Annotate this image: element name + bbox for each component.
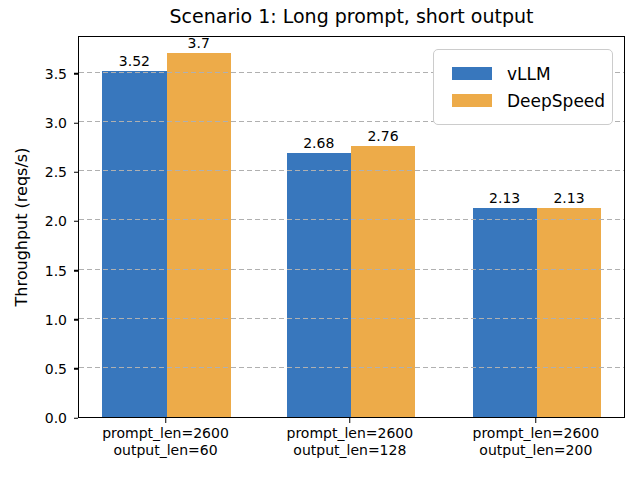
gridline [79,318,624,319]
legend: vLLM DeepSpeed [433,49,613,125]
gridline [79,367,624,368]
x-tick-label: prompt_len=2600output_len=200 [473,425,600,459]
y-tick-mark [74,221,78,223]
y-tick-label: 3.5 [45,66,67,82]
x-tick-label-line: output_len=60 [102,442,229,459]
bar-value-label: 2.68 [303,135,334,151]
figure: Scenario 1: Long prompt, short output Th… [0,0,640,480]
y-tick-mark [74,171,78,173]
x-tick-mark [349,418,351,423]
x-tick-mark [165,418,167,423]
y-tick-label: 1.0 [45,312,67,328]
x-tick-label-line: prompt_len=2600 [102,425,229,442]
y-tick-mark [74,270,78,272]
x-tick-label-line: prompt_len=2600 [473,425,600,442]
bar-vllm-group1 [287,153,351,417]
gridline [79,269,624,270]
bar-vllm-group2 [473,208,537,417]
bar-value-label: 2.13 [489,190,520,206]
bar-vllm-group0 [102,71,166,417]
x-tick-mark [535,418,537,423]
gridline [79,170,624,171]
y-axis: 0.00.51.01.52.02.53.03.5 [0,36,78,418]
y-tick-label: 3.0 [45,115,67,131]
bar-value-label: 2.13 [553,190,584,206]
bar-deepspeed-group1 [351,146,415,417]
y-tick-label: 2.0 [45,213,67,229]
y-tick-mark [74,417,78,419]
legend-label: vLLM [507,64,551,84]
legend-swatch-vllm [452,67,492,80]
legend-swatch-deepspeed [452,94,492,107]
bar-deepspeed-group2 [537,208,601,417]
y-tick-label: 2.5 [45,164,67,180]
gridline [79,219,624,220]
y-tick-mark [74,122,78,124]
y-tick-mark [74,319,78,321]
x-tick-label-line: output_len=200 [473,442,600,459]
x-tick-label-line: prompt_len=2600 [287,425,414,442]
legend-row-vllm: vLLM [445,62,601,85]
x-tick-label: prompt_len=2600output_len=128 [287,425,414,459]
chart-title: Scenario 1: Long prompt, short output [78,5,625,27]
x-tick-label: prompt_len=2600output_len=60 [102,425,229,459]
y-tick-label: 1.5 [45,263,67,279]
bar-value-label: 2.76 [367,128,398,144]
bar-value-label: 3.7 [188,35,210,51]
y-tick-label: 0.5 [45,361,67,377]
legend-row-deepspeed: DeepSpeed [445,89,601,112]
y-tick-mark [74,368,78,370]
bar-value-label: 3.52 [119,53,150,69]
legend-label: DeepSpeed [507,91,605,111]
bar-deepspeed-group0 [167,53,231,417]
y-tick-label: 0.0 [45,410,67,426]
y-tick-mark [74,73,78,75]
x-tick-label-line: output_len=128 [287,442,414,459]
